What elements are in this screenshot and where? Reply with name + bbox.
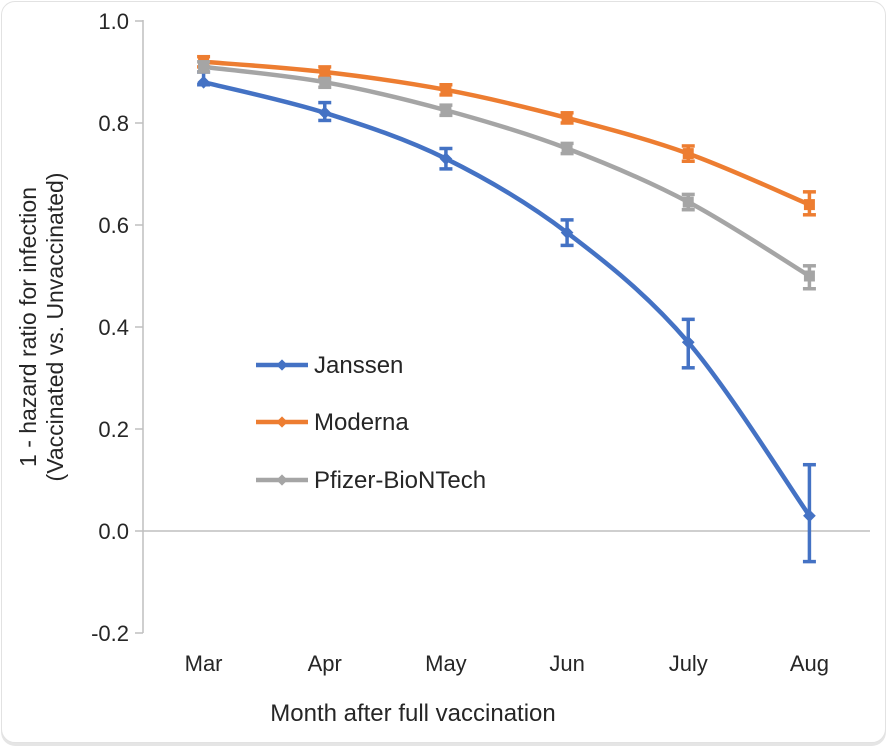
legend-label: Pfizer-BioNTech xyxy=(314,467,486,494)
y-tick-label: 0.4 xyxy=(98,315,129,340)
legend-marker xyxy=(276,474,288,486)
data-point-moderna-aug xyxy=(803,199,815,211)
data-point-janssen-apr xyxy=(318,106,332,120)
x-tick-label: July xyxy=(669,651,708,676)
x-axis-labels: Mar Apr May Jun July Aug xyxy=(185,651,829,676)
data-point-pfizer-biontech-jun xyxy=(561,143,573,154)
data-point-janssen-may xyxy=(439,152,453,166)
series-pfizer-biontech xyxy=(197,60,816,291)
x-axis-title: Month after full vaccination xyxy=(270,700,555,727)
series-janssen xyxy=(197,70,816,564)
legend-marker xyxy=(276,416,288,428)
legend-marker xyxy=(276,359,288,371)
legend-label: Moderna xyxy=(314,409,409,436)
data-point-moderna-july xyxy=(682,148,694,160)
data-point-pfizer-biontech-apr xyxy=(319,76,331,88)
series-line xyxy=(201,79,812,518)
data-point-moderna-apr xyxy=(319,66,331,78)
data-point-pfizer-biontech-mar xyxy=(198,61,210,73)
x-tick-label: Mar xyxy=(185,651,223,676)
legend-label: Janssen xyxy=(314,352,403,379)
data-point-moderna-may xyxy=(440,84,452,96)
y-tick-label: 0.8 xyxy=(98,111,129,136)
y-axis-title-line1: 1 - hazard ratio for infection xyxy=(15,187,41,467)
y-axis: 1.0 0.8 0.6 0.4 0.2 0.0 -0.2 xyxy=(91,9,144,646)
series-line xyxy=(201,59,812,207)
y-tick-label: -0.2 xyxy=(91,621,129,646)
y-tick-label: 0.2 xyxy=(98,417,129,442)
legend-item-janssen: Janssen xyxy=(256,352,403,379)
y-tick-label: 1.0 xyxy=(98,9,129,34)
x-tick-label: Jun xyxy=(549,651,584,676)
legend-item-pfizer-biontech: Pfizer-BioNTech xyxy=(256,467,486,494)
y-tick-label: 0.0 xyxy=(98,519,129,544)
series-line xyxy=(201,64,812,279)
data-point-pfizer-biontech-july xyxy=(682,196,694,208)
data-point-pfizer-biontech-may xyxy=(440,104,452,116)
legend-item-moderna: Moderna xyxy=(256,409,409,436)
x-tick-label: Aug xyxy=(790,651,829,676)
x-tick-label: May xyxy=(425,651,467,676)
x-tick-label: Apr xyxy=(308,651,342,676)
y-tick-label: 0.6 xyxy=(98,213,129,238)
legend: Janssen Moderna Pfizer-BioNTech xyxy=(256,352,486,494)
y-axis-title-line2: (Vaccinated vs. Unvaccinated) xyxy=(42,173,68,482)
data-point-pfizer-biontech-aug xyxy=(803,270,815,282)
data-point-moderna-jun xyxy=(561,112,573,124)
data-point-janssen-mar xyxy=(197,75,210,89)
